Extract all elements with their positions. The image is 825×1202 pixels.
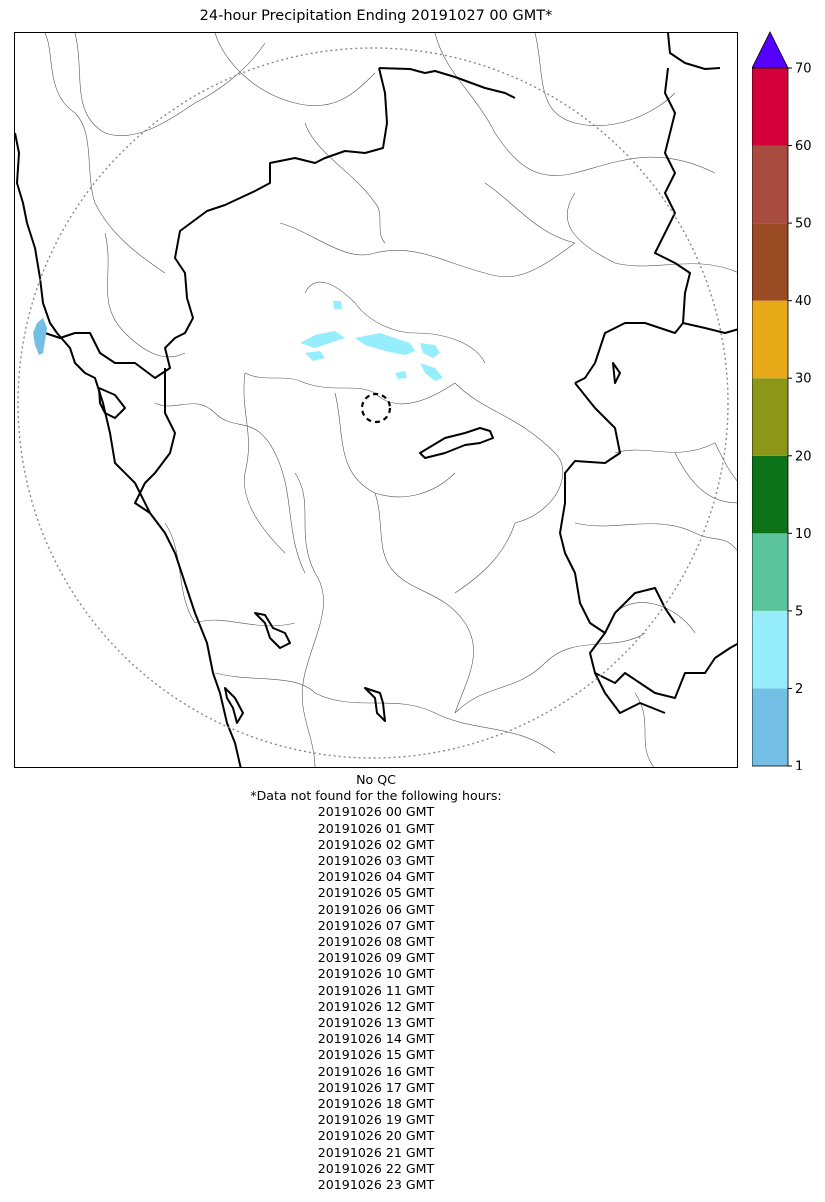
colorbar-segment: [752, 610, 788, 689]
precipitation-areas: [33, 301, 443, 381]
missing-hour-item: 20191026 06 GMT: [317, 901, 435, 917]
colorbar-segment: [752, 378, 788, 456]
colorbar-tick-label: 40: [795, 294, 812, 309]
qc-note: No QC: [356, 772, 396, 787]
missing-hour-item: 20191026 07 GMT: [317, 917, 435, 933]
missing-hour-item: 20191026 15 GMT: [317, 1047, 435, 1063]
colorbar-tick-label: 60: [795, 139, 812, 154]
colorbar-tick-label: 1: [795, 760, 803, 771]
colorbar-segment: [752, 455, 788, 534]
missing-data-header: *Data not found for the following hours:: [250, 788, 502, 804]
missing-hour-item: 20191026 11 GMT: [317, 982, 435, 998]
missing-hour-item: 20191026 08 GMT: [317, 934, 435, 950]
colorbar-tick-label: 5: [795, 604, 803, 619]
colorbar-tick-label: 10: [795, 527, 812, 542]
colorbar-tick-label: 50: [795, 217, 812, 232]
radar-site-marker: [360, 392, 392, 424]
missing-hour-item: 20191026 23 GMT: [317, 1177, 435, 1193]
radar-range-ring: [17, 47, 729, 759]
colorbar-tick-label: 2: [795, 682, 803, 697]
radar-map: [14, 32, 738, 768]
colorbar-segment: [752, 533, 788, 611]
colorbar-segment: [752, 145, 788, 224]
missing-hour-item: 20191026 20 GMT: [317, 1128, 435, 1144]
colorbar-tick-label: 20: [795, 449, 812, 464]
footer-notes: No QC *Data not found for the following …: [14, 772, 738, 1193]
missing-hour-item: 20191026 12 GMT: [317, 998, 435, 1014]
colorbar-segment: [752, 300, 788, 379]
missing-hour-item: 20191026 05 GMT: [317, 885, 435, 901]
missing-hour-item: 20191026 10 GMT: [317, 966, 435, 982]
missing-hours-list: 20191026 00 GMT 20191026 01 GMT 20191026 0…: [14, 804, 738, 1193]
colorbar-tick-label: 70: [795, 62, 812, 77]
missing-hour-item: 20191026 16 GMT: [317, 1063, 435, 1079]
state-boundaries: [15, 33, 737, 767]
missing-hour-item: 20191026 03 GMT: [317, 853, 435, 869]
missing-hour-item: 20191026 09 GMT: [317, 950, 435, 966]
missing-hour-item: 20191026 02 GMT: [317, 836, 435, 852]
missing-hour-item: 20191026 18 GMT: [317, 1096, 435, 1112]
colorbar-extend-arrow: [752, 31, 789, 69]
colorbar-segment: [752, 68, 788, 146]
colorbar-segment: [752, 688, 788, 766]
map-canvas: [15, 33, 737, 767]
district-boundaries: [44, 33, 737, 767]
missing-hour-item: 20191026 04 GMT: [317, 869, 435, 885]
precipitation-colorbar: 1 2 5 10 20 30 40 50 60 70: [752, 31, 812, 771]
missing-hour-item: 20191026 17 GMT: [317, 1079, 435, 1095]
colorbar-frame: [752, 67, 789, 767]
colorbar-segment: [752, 223, 788, 301]
colorbar-tick-label: 30: [795, 372, 812, 387]
missing-hour-item: 20191026 01 GMT: [317, 820, 435, 836]
missing-hour-item: 20191026 13 GMT: [317, 1015, 435, 1031]
chart-title: 24-hour Precipitation Ending 20191027 00…: [199, 8, 553, 24]
missing-hour-item: 20191026 14 GMT: [317, 1031, 435, 1047]
missing-hour-item: 20191026 00 GMT: [317, 804, 435, 820]
missing-hour-item: 20191026 21 GMT: [317, 1144, 435, 1160]
missing-hour-item: 20191026 19 GMT: [317, 1112, 435, 1128]
missing-hour-item: 20191026 22 GMT: [317, 1160, 435, 1176]
